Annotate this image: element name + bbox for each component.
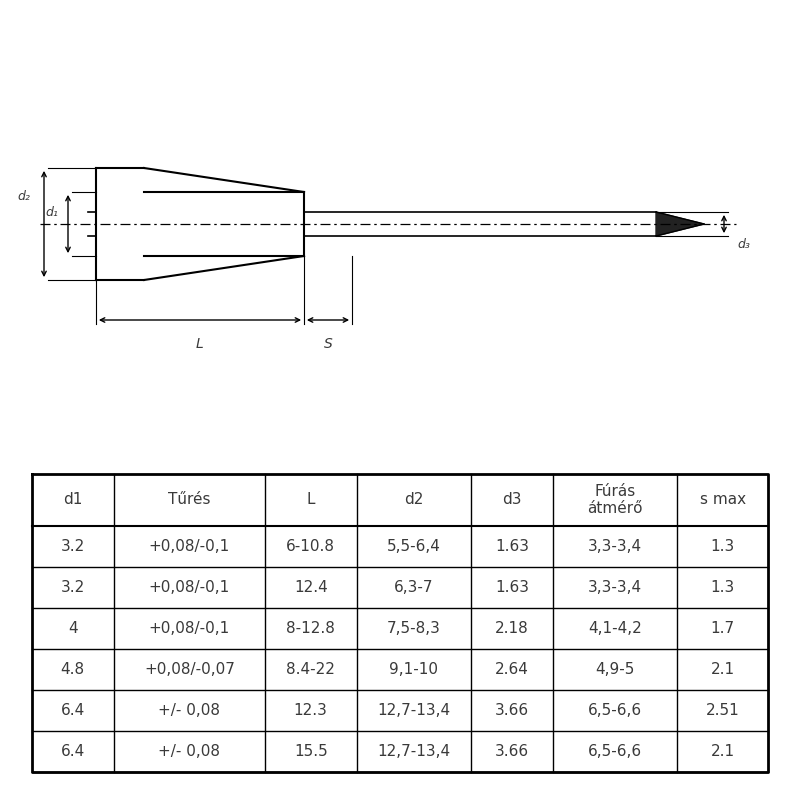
Text: d₂: d₂	[18, 190, 30, 202]
Text: 12.4: 12.4	[294, 580, 328, 595]
Text: 8.4-22: 8.4-22	[286, 662, 335, 677]
Text: 1.3: 1.3	[710, 539, 735, 554]
Text: 6,3-7: 6,3-7	[394, 580, 434, 595]
Text: d₃: d₃	[738, 238, 750, 250]
Text: 12,7-13,4: 12,7-13,4	[377, 703, 450, 718]
Text: 1.7: 1.7	[710, 621, 734, 636]
Text: 12.3: 12.3	[294, 703, 328, 718]
Text: 6,5-6,6: 6,5-6,6	[588, 744, 642, 758]
Text: 3,3-3,4: 3,3-3,4	[588, 580, 642, 595]
Text: +0,08/-0,1: +0,08/-0,1	[149, 539, 230, 554]
Text: 4,1-4,2: 4,1-4,2	[588, 621, 642, 636]
Text: 2.1: 2.1	[710, 744, 734, 758]
Text: L: L	[306, 493, 315, 507]
Text: d₁: d₁	[46, 206, 58, 218]
Text: 1.63: 1.63	[495, 539, 529, 554]
Text: s max: s max	[700, 493, 746, 507]
Text: +/- 0,08: +/- 0,08	[158, 703, 221, 718]
Text: 12,7-13,4: 12,7-13,4	[377, 744, 450, 758]
Text: 6-10.8: 6-10.8	[286, 539, 335, 554]
Text: +0,08/-0,1: +0,08/-0,1	[149, 621, 230, 636]
Text: 2.51: 2.51	[706, 703, 739, 718]
Text: L: L	[196, 337, 204, 351]
Text: S: S	[324, 337, 332, 351]
Text: 6,5-6,6: 6,5-6,6	[588, 703, 642, 718]
Text: 3.66: 3.66	[495, 703, 530, 718]
Text: 4.8: 4.8	[61, 662, 85, 677]
Text: d1: d1	[63, 493, 82, 507]
Text: 1.3: 1.3	[710, 580, 735, 595]
Text: 9,1-10: 9,1-10	[390, 662, 438, 677]
Text: 5,5-6,4: 5,5-6,4	[386, 539, 441, 554]
Text: Fúrás
átmérő: Fúrás átmérő	[587, 484, 643, 516]
Text: 2.1: 2.1	[710, 662, 734, 677]
Text: d2: d2	[404, 493, 423, 507]
Text: 15.5: 15.5	[294, 744, 328, 758]
Text: 1.63: 1.63	[495, 580, 529, 595]
Text: 4: 4	[68, 621, 78, 636]
Text: 6.4: 6.4	[61, 744, 85, 758]
Text: 3.66: 3.66	[495, 744, 530, 758]
Text: 2.64: 2.64	[495, 662, 529, 677]
Text: 4,9-5: 4,9-5	[595, 662, 635, 677]
Text: 2.18: 2.18	[495, 621, 529, 636]
Text: d3: d3	[502, 493, 522, 507]
Text: 7,5-8,3: 7,5-8,3	[386, 621, 441, 636]
Text: 8-12.8: 8-12.8	[286, 621, 335, 636]
Text: 3,3-3,4: 3,3-3,4	[588, 539, 642, 554]
Text: 6.4: 6.4	[61, 703, 85, 718]
Text: +0,08/-0,07: +0,08/-0,07	[144, 662, 235, 677]
Text: +0,08/-0,1: +0,08/-0,1	[149, 580, 230, 595]
Text: +/- 0,08: +/- 0,08	[158, 744, 221, 758]
Text: 3.2: 3.2	[61, 580, 85, 595]
Text: 3.2: 3.2	[61, 539, 85, 554]
Text: Tűrés: Tűrés	[168, 493, 210, 507]
Polygon shape	[656, 212, 704, 236]
